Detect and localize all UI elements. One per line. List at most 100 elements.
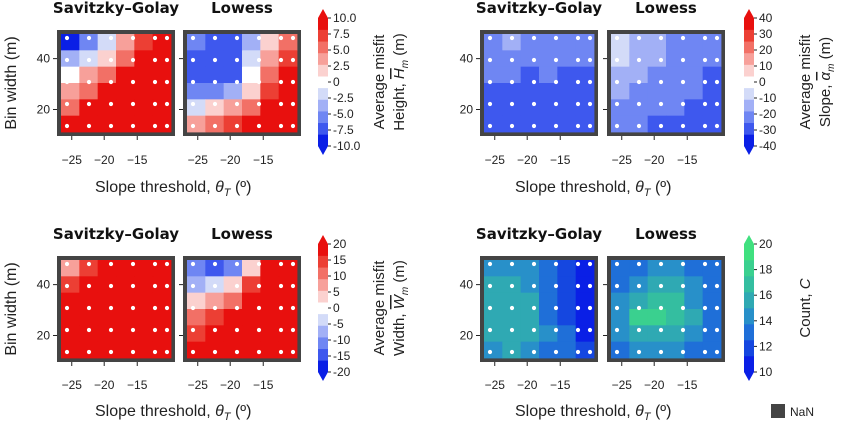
heatmap-cell: [666, 341, 685, 359]
sample-point: [487, 79, 493, 85]
colorbar-segment: [744, 122, 754, 135]
x-tick-label: −25: [188, 378, 209, 392]
heatmap-cell: [684, 115, 704, 133]
heatmap-cell: [223, 66, 243, 84]
sample-point: [152, 35, 158, 41]
heatmap-cell: [278, 115, 298, 133]
heatmap-cell: [702, 83, 722, 100]
heatmap-cell: [611, 66, 630, 84]
heatmap-cell: [278, 99, 298, 117]
heatmap-cell: [134, 34, 154, 51]
colorbar-tick-label: 20: [759, 43, 773, 57]
heatmap-cell: [502, 309, 522, 326]
sample-point: [256, 261, 262, 267]
x-tick-label: −20: [517, 378, 538, 392]
heatmap-cell: [278, 292, 298, 310]
sample-point: [130, 79, 136, 85]
heatmap-cell: [79, 99, 99, 117]
colorbar-segment: [318, 360, 328, 373]
sample-point: [86, 261, 92, 267]
x-axis-label-sub: T: [644, 187, 652, 199]
heatmap-cell: [666, 99, 685, 117]
sample-point: [278, 261, 284, 267]
sample-point: [680, 123, 686, 129]
heatmap-cell: [152, 309, 172, 326]
x-axis-label-var: θ: [635, 179, 644, 196]
panel-title: Savitzky–Golay: [53, 0, 179, 17]
sample-point: [86, 101, 92, 107]
sample-point: [164, 305, 170, 311]
x-tick-label: −20: [94, 378, 115, 392]
heatmap-cell: [520, 34, 540, 51]
panel-lowess: Lowess −25 −20 −15: [179, 0, 301, 167]
colorbar-label-var: H: [391, 68, 408, 79]
heatmap-cell: [666, 260, 685, 277]
sample-point: [680, 57, 686, 63]
sample-point: [553, 261, 559, 267]
sample-point: [531, 123, 537, 129]
sample-point: [531, 101, 537, 107]
sample-point: [164, 123, 170, 129]
sample-point: [256, 349, 262, 355]
heatmap-cell: [116, 83, 135, 100]
heatmap-cell: [666, 292, 685, 310]
heatmap-cell: [539, 276, 558, 294]
sample-point: [636, 123, 642, 129]
sample-point: [234, 101, 240, 107]
sample-point: [290, 101, 296, 107]
sample-point: [575, 261, 581, 267]
sample-point: [509, 305, 515, 311]
sample-point: [714, 79, 720, 85]
x-tick-label: −25: [612, 378, 633, 392]
sample-point: [614, 283, 620, 289]
sample-point: [234, 261, 240, 267]
sample-point: [487, 123, 493, 129]
heatmap-cell: [134, 99, 154, 117]
heatmap-cell: [61, 309, 80, 326]
heatmap-cell: [79, 325, 99, 343]
heatmap-cell: [242, 50, 261, 68]
colorbar-segment: [318, 302, 328, 315]
colorbar-segment: [318, 41, 328, 54]
sample-point: [658, 305, 664, 311]
x-axis-label-text: Slope threshold,: [95, 403, 215, 420]
heatmap-cell: [666, 115, 685, 133]
heatmap-cell: [116, 292, 135, 310]
sample-point: [234, 57, 240, 63]
sample-point: [256, 101, 262, 107]
heatmap-cell: [260, 341, 280, 359]
colorbar-tick-label: 7.5: [333, 27, 350, 41]
heatmap-cell: [134, 341, 154, 359]
sample-point: [234, 35, 240, 41]
heatmap-cell: [134, 50, 154, 68]
sample-points: [614, 35, 720, 129]
colorbar-segment: [744, 134, 754, 147]
sample-point: [575, 101, 581, 107]
heatmap-cell: [557, 99, 577, 117]
heatmap-cell: [557, 260, 577, 277]
sample-point: [714, 283, 720, 289]
heatmap-cell: [242, 34, 261, 51]
heatmap-cell: [575, 292, 595, 310]
sample-point: [130, 349, 136, 355]
heatmap-cell: [702, 66, 722, 84]
sample-point: [64, 349, 70, 355]
sample-point: [531, 327, 537, 333]
heatmap-cell: [79, 83, 99, 100]
heatmap-cell: [629, 83, 649, 100]
heatmap-cell: [520, 292, 540, 310]
sample-point: [531, 57, 537, 63]
sample-point: [636, 283, 642, 289]
heatmap-cell: [187, 66, 206, 84]
colorbar-segment: [744, 244, 754, 261]
heatmap-cell: [539, 325, 558, 343]
sample-point: [164, 349, 170, 355]
x-axis-label: Slope threshold, θT (º): [95, 179, 251, 199]
sample-point: [658, 35, 664, 41]
sample-point: [234, 349, 240, 355]
heatmap-cell: [205, 260, 225, 277]
sample-point: [234, 305, 240, 311]
y-axis-label: Bin width (m): [3, 262, 20, 355]
sample-point: [658, 101, 664, 107]
